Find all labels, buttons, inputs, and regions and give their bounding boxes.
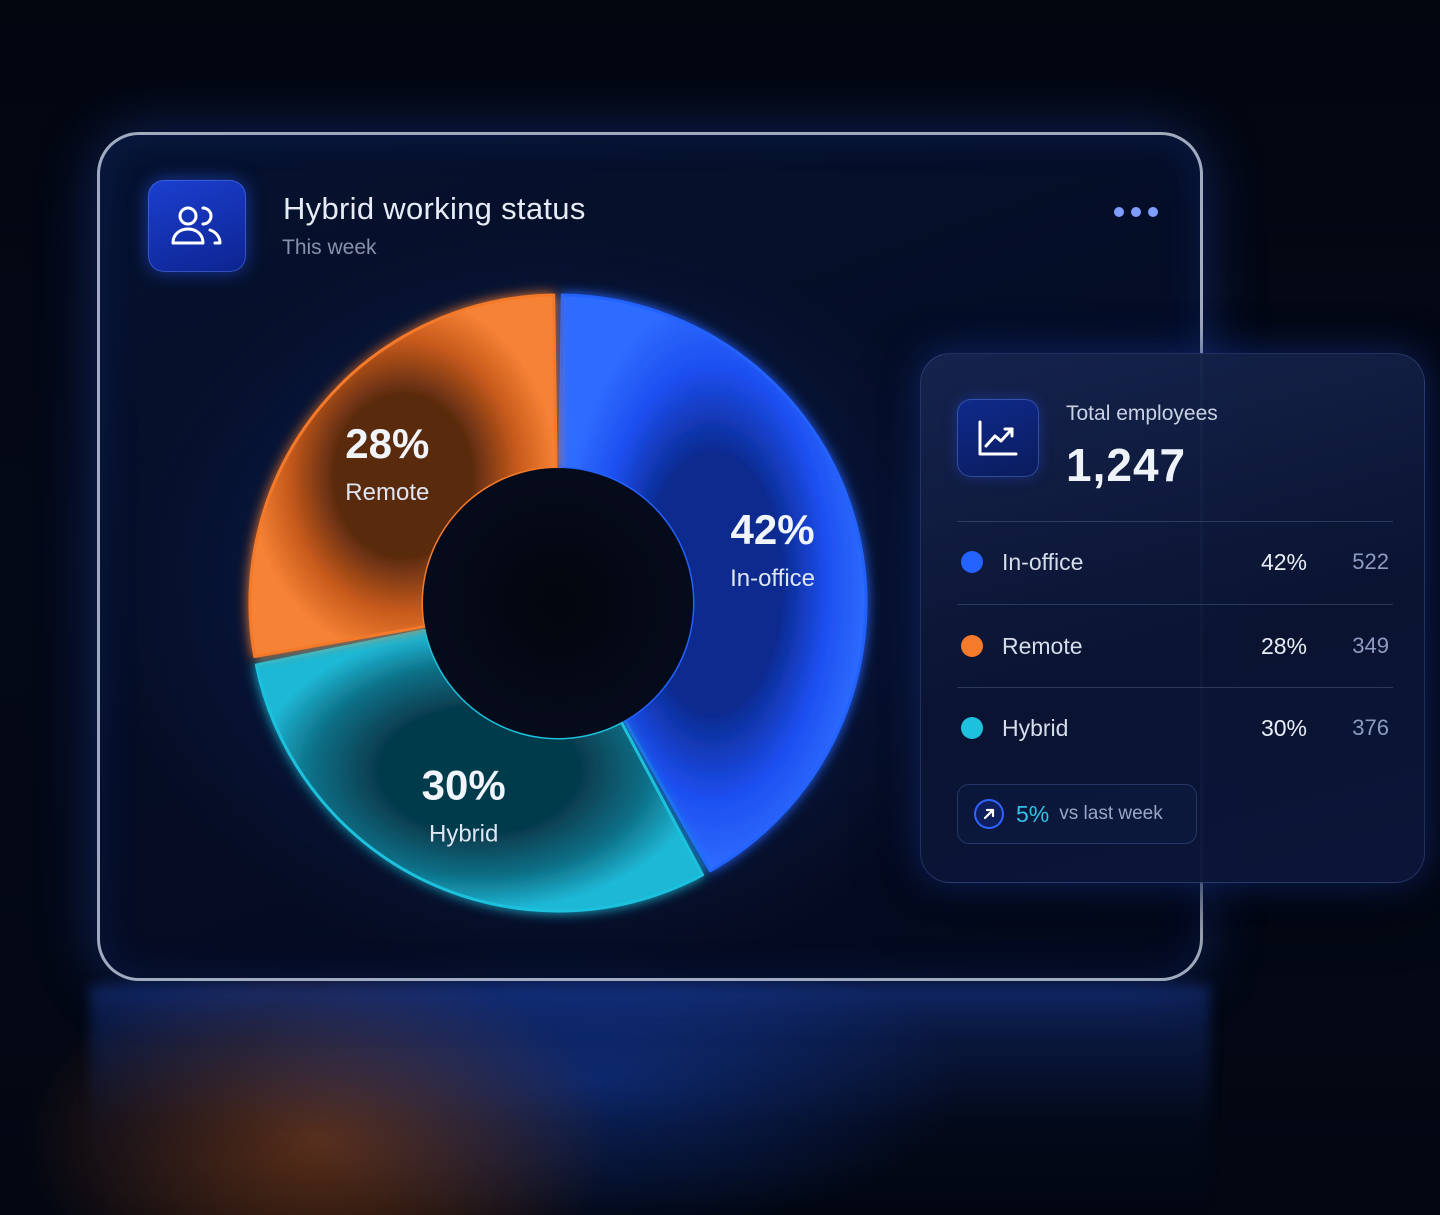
more-options-button[interactable] [1108,197,1164,227]
row-percent: 30% [1260,714,1307,741]
hybrid-dot [961,717,983,739]
arrow-up-right-icon [974,799,1004,829]
donut-chart-area: 42% In-office 30% Hybrid 28% Remote [100,135,1200,978]
row-label: Remote [1002,632,1083,659]
remote-dot [961,635,983,657]
summary-row-in-office[interactable]: In-office 42% 522 [957,542,1393,582]
divider [957,687,1393,688]
donut-label-name-hybrid: Hybrid [429,820,498,847]
row-label: In-office [1002,548,1084,575]
row-percent: 42% [1260,548,1307,575]
total-employees-label: Total employees [1066,402,1218,425]
donut-chart: 42% In-office 30% Hybrid 28% Remote [248,293,868,913]
summary-row-hybrid[interactable]: Hybrid 30% 376 [957,708,1393,748]
donut-label-name-in-office: In-office [730,565,815,592]
row-percent: 28% [1260,632,1307,659]
donut-hole [423,468,693,738]
change-value: 5% [1016,800,1050,827]
users-icon [171,206,222,245]
in-office-dot [961,551,983,573]
donut-label-name-remote: Remote [345,479,429,506]
row-count: 349 [1352,633,1389,658]
floor-reflection [90,985,1210,1215]
summary-card: Total employees 1,247 In-office 42% 522 … [920,353,1425,883]
donut-segment-hybrid[interactable] [254,628,705,913]
divider [957,521,1393,522]
donut-label-value-remote: 28% [345,420,429,467]
row-label: Hybrid [1002,714,1069,741]
users-icon-box [148,180,246,272]
card-title: Hybrid working status [283,191,586,226]
divider [957,604,1393,605]
row-count: 522 [1352,549,1389,574]
card-subtitle: This week [282,236,377,259]
donut-label-value-in-office: 42% [731,506,815,553]
donut-label-value-hybrid: 30% [422,761,506,808]
weekly-change-badge[interactable]: 5% vs last week [957,784,1197,844]
summary-row-remote[interactable]: Remote 28% 349 [957,626,1393,666]
trend-up-icon [978,420,1018,456]
row-count: 376 [1352,715,1389,740]
more-horizontal-icon [1114,207,1158,217]
total-employees-value: 1,247 [1066,439,1187,491]
change-text: vs last week [1059,803,1163,824]
trend-icon-box [957,399,1039,477]
